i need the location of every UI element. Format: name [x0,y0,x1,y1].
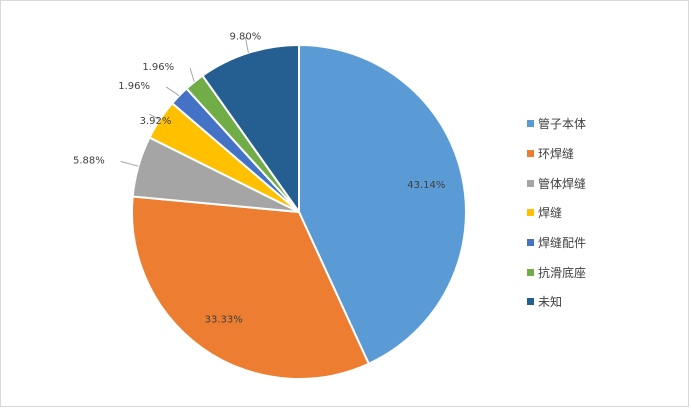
legend-label-6: 抗滑底座 [538,265,587,280]
legend-item-7: 未知 [527,287,677,317]
legend-swatch-5 [527,239,534,247]
leader-line-5 [165,86,180,97]
legend-item-2: 环焊缝 [527,139,677,169]
data-label-2: 33.33% [205,314,243,325]
legend-swatch-2 [527,150,534,158]
legend-item-1: 管子本体 [527,109,677,139]
leader-line-3 [120,161,139,167]
legend-item-5: 焊缝配件 [527,228,677,258]
legend-swatch-1 [527,120,534,128]
data-label-5: 1.96% [118,81,150,92]
leader-line-7 [244,37,249,53]
legend-label-3: 管体焊缝 [538,176,587,191]
legend-label-2: 环焊缝 [538,147,575,162]
pie-slice-2 [131,195,371,380]
legend-label-7: 未知 [538,295,563,310]
legend-swatch-3 [527,179,534,187]
pie-slice-1 [298,43,467,366]
legend-item-6: 抗滑底座 [527,257,677,287]
legend-item-4: 焊缝 [527,198,677,228]
data-label-1: 43.14% [407,180,445,191]
legend-item-3: 管体焊缝 [527,168,677,198]
data-labels: 43.14% 33.33% 5.88% 3.92% 1.96% 1.96% 9.80% [73,31,445,325]
legend-swatch-4 [527,209,534,217]
data-label-4: 3.92% [140,116,172,127]
data-label-3: 5.88% [73,156,105,167]
leader-line-4 [149,113,161,121]
legend-label-4: 焊缝 [538,206,563,221]
legend-swatch-6 [527,268,534,276]
leader-line-6 [189,67,195,83]
pie-slices [131,43,467,380]
legend-label-5: 焊缝配件 [538,236,587,251]
legend-swatch-7 [527,298,534,306]
legend-label-1: 管子本体 [538,117,587,132]
legend: 管子本体环焊缝管体焊缝焊缝焊缝配件抗滑底座未知 [527,109,677,317]
data-label-6: 1.96% [142,62,174,73]
data-label-7: 9.80% [230,31,262,42]
leader-lines [120,37,249,167]
